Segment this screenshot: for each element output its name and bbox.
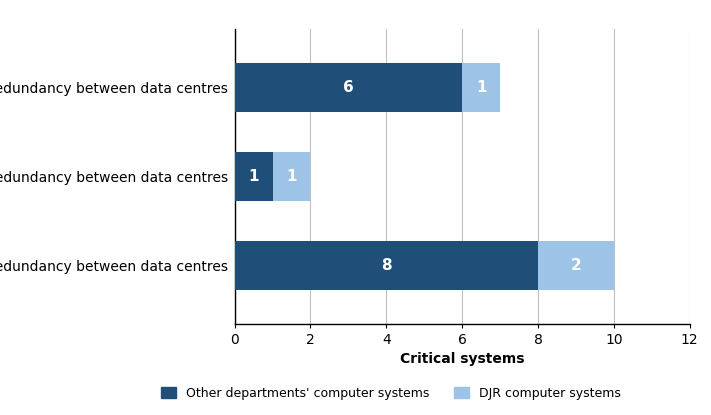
Bar bbox=[538, 241, 614, 290]
Legend: Other departments' computer systems, DJR computer systems: Other departments' computer systems, DJR… bbox=[156, 382, 626, 405]
Text: 6: 6 bbox=[343, 80, 354, 95]
X-axis label: Critical systems: Critical systems bbox=[400, 352, 525, 366]
Bar bbox=[235, 241, 538, 290]
Text: 1: 1 bbox=[248, 169, 259, 184]
Bar bbox=[462, 63, 500, 112]
Text: 8: 8 bbox=[381, 258, 392, 273]
Bar bbox=[235, 152, 272, 201]
Bar bbox=[272, 152, 311, 201]
Bar bbox=[235, 63, 462, 112]
Text: 1: 1 bbox=[287, 169, 296, 184]
Text: 2: 2 bbox=[570, 258, 582, 273]
Text: 1: 1 bbox=[476, 80, 486, 95]
